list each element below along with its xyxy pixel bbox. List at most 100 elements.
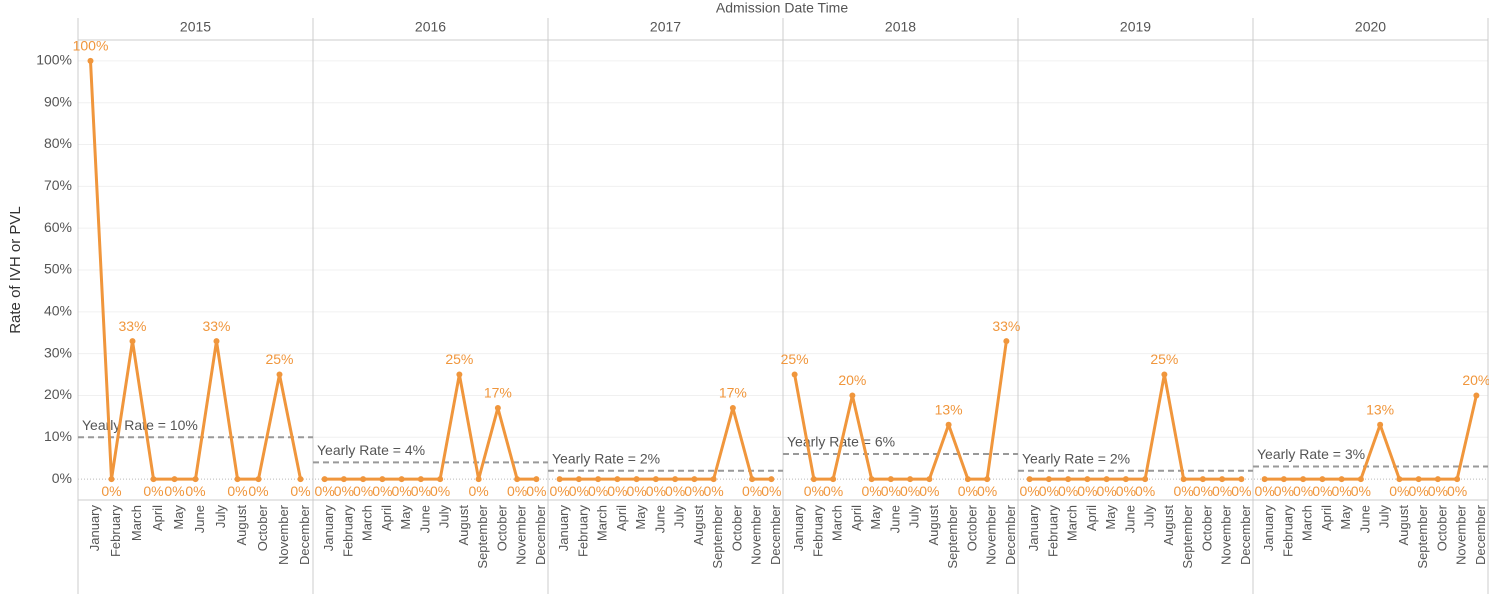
point bbox=[360, 476, 367, 483]
y-tick-label: 0% bbox=[52, 470, 72, 486]
point bbox=[1338, 476, 1345, 483]
point bbox=[1003, 338, 1010, 345]
point bbox=[652, 476, 659, 483]
x-tick-label: May bbox=[868, 505, 883, 530]
point bbox=[868, 476, 875, 483]
data-label: 0% bbox=[684, 483, 704, 499]
x-tick-label: August bbox=[691, 505, 706, 546]
point bbox=[672, 476, 679, 483]
x-tick-label: April bbox=[1319, 505, 1334, 531]
point bbox=[749, 476, 756, 483]
point bbox=[340, 476, 347, 483]
x-tick-label: February bbox=[1045, 505, 1060, 558]
point bbox=[150, 476, 157, 483]
data-label: 0% bbox=[1332, 483, 1352, 499]
x-tick-label: July bbox=[213, 505, 228, 529]
x-tick-label: February bbox=[810, 505, 825, 558]
data-label: 0% bbox=[1097, 483, 1117, 499]
point bbox=[710, 476, 717, 483]
x-tick-label: May bbox=[1103, 505, 1118, 530]
x-tick-label: May bbox=[398, 505, 413, 530]
line bbox=[793, 340, 1008, 481]
point bbox=[379, 476, 386, 483]
y-tick-label: 30% bbox=[44, 344, 72, 360]
point bbox=[556, 476, 563, 483]
point bbox=[533, 476, 540, 483]
y-tick-label: 80% bbox=[44, 135, 72, 151]
point bbox=[984, 476, 991, 483]
y-tick-label: 40% bbox=[44, 303, 72, 319]
reference-label: Yearly Rate = 3% bbox=[1257, 446, 1365, 462]
point bbox=[398, 476, 405, 483]
data-label: 33% bbox=[118, 318, 146, 334]
x-tick-label: November bbox=[1219, 504, 1234, 565]
x-tick-label: May bbox=[1338, 505, 1353, 530]
point bbox=[192, 476, 199, 483]
data-label: 0% bbox=[1447, 483, 1467, 499]
data-label: 0% bbox=[627, 483, 647, 499]
x-tick-label: March bbox=[595, 505, 610, 541]
x-tick-label: December bbox=[768, 504, 783, 565]
y-tick-label: 50% bbox=[44, 261, 72, 277]
point bbox=[1415, 476, 1422, 483]
point bbox=[1300, 476, 1307, 483]
point bbox=[234, 476, 241, 483]
x-tick-label: February bbox=[108, 505, 123, 558]
x-tick-label: July bbox=[672, 505, 687, 529]
point bbox=[321, 476, 328, 483]
data-label: 0% bbox=[1116, 483, 1136, 499]
data-label: 20% bbox=[1462, 372, 1489, 388]
x-tick-label: May bbox=[633, 505, 648, 530]
data-label: 0% bbox=[507, 483, 527, 499]
data-label: 0% bbox=[607, 483, 627, 499]
data-label: 13% bbox=[935, 401, 963, 417]
point bbox=[475, 476, 482, 483]
data-label: 0% bbox=[1058, 483, 1078, 499]
x-tick-label: April bbox=[150, 505, 165, 531]
x-tick-label: October bbox=[255, 504, 270, 551]
x-tick-label: December bbox=[297, 504, 312, 565]
point bbox=[1280, 476, 1287, 483]
data-label: 0% bbox=[881, 483, 901, 499]
point bbox=[614, 476, 621, 483]
point bbox=[945, 421, 952, 428]
point bbox=[691, 476, 698, 483]
x-tick-label: October bbox=[729, 504, 744, 551]
data-label: 33% bbox=[202, 318, 230, 334]
x-tick-label: November bbox=[749, 504, 764, 565]
data-label: 0% bbox=[1409, 483, 1429, 499]
data-label: 0% bbox=[334, 483, 354, 499]
point bbox=[1434, 476, 1441, 483]
x-tick-label: July bbox=[1377, 505, 1392, 529]
y-tick-label: 10% bbox=[44, 428, 72, 444]
data-label: 0% bbox=[1255, 483, 1275, 499]
x-tick-label: April bbox=[379, 505, 394, 531]
point bbox=[87, 57, 94, 64]
x-tick-label: December bbox=[1473, 504, 1488, 565]
x-tick-label: December bbox=[1238, 504, 1253, 565]
data-label: 0% bbox=[1193, 483, 1213, 499]
panel-header: 2016 bbox=[415, 19, 446, 35]
x-tick-label: September bbox=[475, 504, 490, 568]
line bbox=[324, 373, 537, 481]
x-tick-label: October bbox=[1434, 504, 1449, 551]
point bbox=[1396, 476, 1403, 483]
data-label: 0% bbox=[704, 483, 724, 499]
data-label: 0% bbox=[248, 483, 268, 499]
x-tick-label: April bbox=[1084, 505, 1099, 531]
panel-header: 2018 bbox=[885, 19, 916, 35]
point bbox=[1161, 371, 1168, 378]
point bbox=[494, 405, 501, 411]
point bbox=[1122, 476, 1129, 483]
x-tick-label: January bbox=[1026, 505, 1041, 552]
point bbox=[768, 476, 775, 483]
point bbox=[633, 476, 640, 483]
data-label: 33% bbox=[992, 318, 1020, 334]
x-tick-label: October bbox=[1199, 504, 1214, 551]
line bbox=[559, 406, 772, 481]
data-label: 0% bbox=[1039, 483, 1059, 499]
point bbox=[276, 371, 283, 378]
point bbox=[1357, 476, 1364, 483]
x-tick-label: December bbox=[1003, 504, 1018, 565]
